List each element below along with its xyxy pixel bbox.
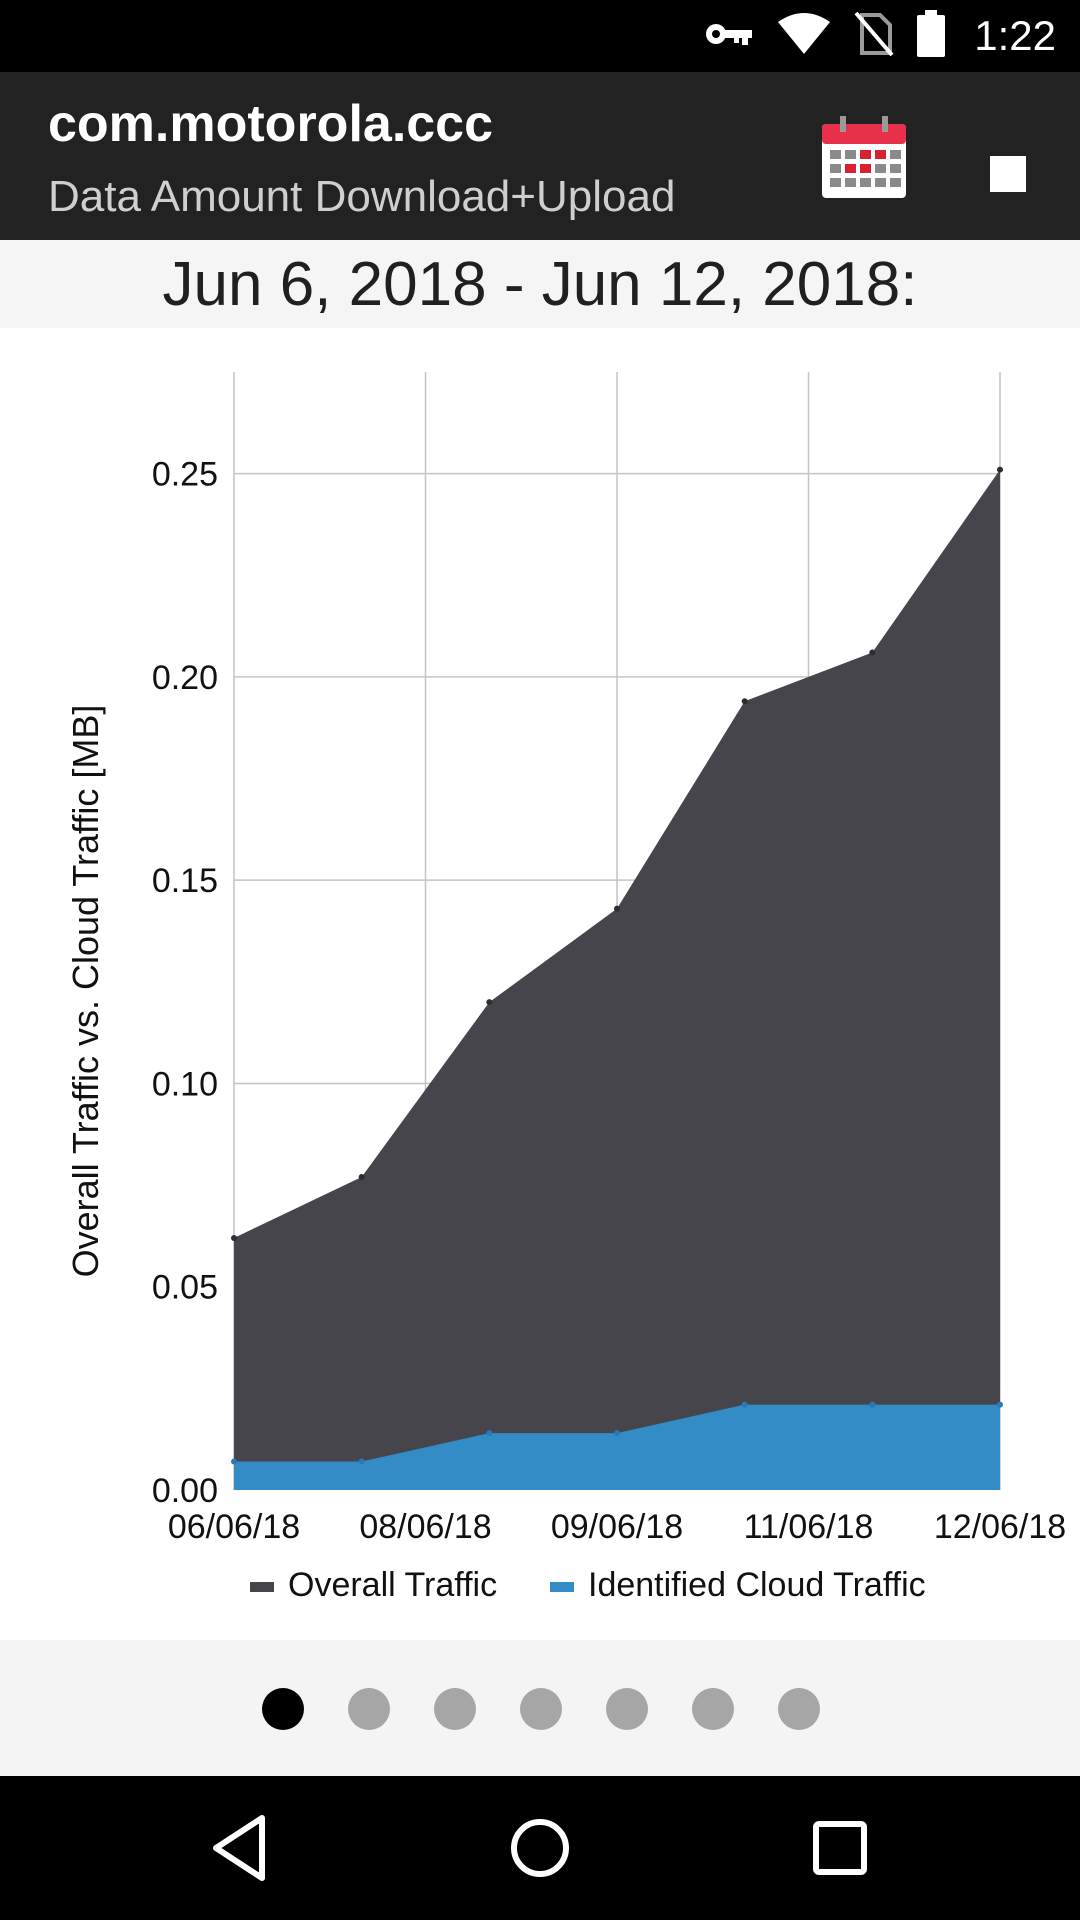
wifi-icon xyxy=(776,12,832,61)
data-point xyxy=(231,1234,237,1241)
y-axis-label: Overall Traffic vs. Cloud Traffic [MB] xyxy=(65,705,106,1278)
x-tick-label: 09/06/18 xyxy=(551,1508,683,1546)
status-time: 1:22 xyxy=(974,12,1056,59)
data-point xyxy=(358,1173,365,1180)
home-button[interactable] xyxy=(502,1810,578,1886)
data-point xyxy=(741,698,748,705)
date-range-header: Jun 6, 2018 - Jun 12, 2018: xyxy=(0,240,1080,328)
y-tick-label: 0.20 xyxy=(152,659,218,697)
data-point xyxy=(486,1430,493,1437)
status-icons: 1:22 xyxy=(704,0,1056,72)
page-indicator xyxy=(0,1640,1080,1776)
stop-button[interactable] xyxy=(972,138,1044,210)
data-point xyxy=(231,1458,237,1465)
data-point xyxy=(358,1458,365,1465)
y-tick-label: 0.10 xyxy=(152,1065,218,1103)
data-point xyxy=(614,905,620,912)
legend-swatch xyxy=(550,1582,574,1592)
area-series-0 xyxy=(234,469,1000,1490)
recents-button[interactable] xyxy=(802,1810,878,1886)
data-point xyxy=(869,649,876,656)
page-dot[interactable] xyxy=(348,1688,390,1730)
page-dot[interactable] xyxy=(434,1688,476,1730)
stop-icon xyxy=(990,156,1026,192)
y-tick-label: 0.00 xyxy=(152,1472,218,1510)
data-point xyxy=(741,1401,748,1408)
legend-label: Overall Traffic xyxy=(288,1566,497,1604)
recents-icon xyxy=(813,1821,867,1875)
area-series-1 xyxy=(234,1404,1000,1490)
y-tick-label: 0.15 xyxy=(152,862,218,900)
back-button[interactable] xyxy=(202,1810,278,1886)
legend-label: Identified Cloud Traffic xyxy=(588,1566,926,1604)
key-icon xyxy=(704,19,754,54)
status-bar: 1:22 xyxy=(0,0,1080,72)
no-sim-icon xyxy=(854,11,894,62)
data-point xyxy=(614,1430,620,1437)
data-point xyxy=(869,1401,876,1408)
page-dot[interactable] xyxy=(778,1688,820,1730)
app-bar: com.motorola.ccc Data Amount Download+Up… xyxy=(0,72,1080,240)
legend-swatch xyxy=(250,1582,274,1592)
x-tick-label: 06/06/18 xyxy=(168,1508,300,1546)
data-point xyxy=(997,1401,1003,1408)
x-tick-label: 11/06/18 xyxy=(744,1508,874,1546)
battery-icon xyxy=(916,9,946,63)
page-dot[interactable] xyxy=(262,1688,304,1730)
calendar-icon xyxy=(822,116,906,198)
data-point xyxy=(997,466,1003,473)
page-dot[interactable] xyxy=(520,1688,562,1730)
chart-svg: 0.00 0.05 0.10 0.15 0.20 0.25 06/06/18 08/06/18… xyxy=(65,372,1066,1604)
back-icon xyxy=(213,1815,265,1881)
calendar-button[interactable] xyxy=(820,114,908,200)
x-tick-label: 12/06/18 xyxy=(934,1508,1066,1546)
y-tick-label: 0.05 xyxy=(152,1269,218,1307)
data-point xyxy=(486,999,493,1006)
y-tick-label: 0.25 xyxy=(152,456,218,494)
home-icon xyxy=(511,1819,569,1877)
page-dot[interactable] xyxy=(606,1688,648,1730)
app-title: com.motorola.ccc xyxy=(48,95,494,153)
navigation-bar xyxy=(0,1776,1080,1920)
page-dot[interactable] xyxy=(692,1688,734,1730)
x-tick-label: 08/06/18 xyxy=(359,1508,491,1546)
app-subtitle: Data Amount Download+Upload xyxy=(48,172,676,221)
traffic-chart: 0.00 0.05 0.10 0.15 0.20 0.25 06/06/18 08/06/18… xyxy=(0,328,1080,1640)
